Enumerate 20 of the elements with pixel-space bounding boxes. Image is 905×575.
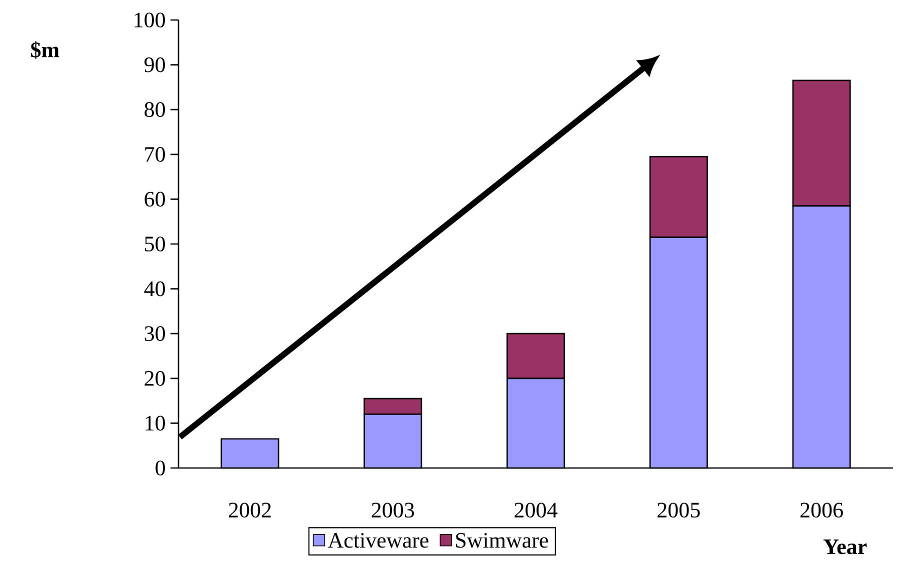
y-tick-label: 40 [144, 281, 165, 296]
y-tick-label: 80 [144, 102, 165, 118]
y-tick-label: 20 [144, 370, 165, 386]
y-tick-label: 60 [144, 192, 165, 207]
legend-label: Swimware [456, 532, 548, 548]
y-tick-label: 50 [145, 236, 165, 252]
x-tick-label: 2006 [800, 502, 843, 518]
y-tick-label: 30 [144, 326, 165, 342]
x-axis-title: Year [824, 540, 867, 554]
x-tick-label: 2004 [514, 502, 558, 518]
y-tick-label: 70 [145, 146, 165, 162]
y-tick-label: 100 [134, 12, 165, 28]
x-tick-label: 2003 [372, 502, 414, 518]
y-axis-title: $m [31, 41, 60, 59]
x-tick-label: 2002 [228, 502, 271, 518]
x-tick-label: 2005 [658, 502, 700, 518]
y-tick-label: 90 [144, 57, 165, 72]
y-tick-label: 0 [156, 460, 165, 476]
legend-label: Activeware [328, 532, 428, 548]
y-tick-label: 10 [146, 416, 165, 431]
